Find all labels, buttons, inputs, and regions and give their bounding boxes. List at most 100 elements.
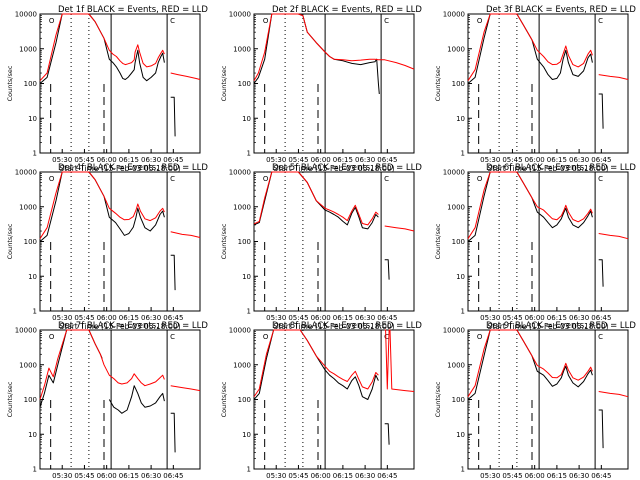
y-tick-label: 1000 (233, 361, 251, 369)
x-tick-label: 06:30 (355, 472, 375, 480)
plot-frame (253, 329, 415, 470)
x-tick-label: 06:00 (97, 472, 117, 480)
x-tick-label: 06:45 (377, 156, 397, 164)
x-tick-label: 05:30 (52, 314, 72, 322)
panel-3: Det 3f BLACK = Events, RED = LLD 1 10 100 10… (434, 5, 636, 173)
series-line-red (384, 329, 415, 392)
y-tick-label: 10000 (15, 11, 37, 19)
series-line-red (253, 13, 415, 81)
panel-title: Det 5f BLACK = Events, RED = LLD (272, 163, 422, 173)
x-axis-label: Start Time (15-Feb-03 05:18:00) (59, 322, 180, 331)
x-tick-label: 05:30 (52, 156, 72, 164)
series-line-black (598, 93, 604, 129)
x-tick-label: 06:15 (333, 314, 353, 322)
series-line-red (39, 171, 165, 239)
series-line-red (467, 13, 593, 81)
series-line-black (170, 254, 176, 291)
y-tick-label: 1 (247, 466, 251, 474)
panel-7: Det 7f BLACK = Events, RED = LLD 1 10 100 10… (6, 321, 208, 480)
y-axis-label: Counts/sec (6, 381, 14, 417)
plot-frame (39, 13, 201, 154)
y-tick-label: 10000 (15, 327, 37, 335)
series-line-red (598, 74, 629, 80)
panel-title: Det 4f BLACK = Events, RED = LLD (58, 163, 208, 173)
panel-4: Det 4f BLACK = Events, RED = LLD 1 10 100 10… (6, 163, 208, 331)
series-line-black (598, 259, 604, 287)
x-tick-label: 06:45 (377, 472, 397, 480)
plot-frame (39, 329, 201, 470)
series-line-red (170, 385, 201, 392)
panel-6: Det 6f BLACK = Events, RED = LLD 1 10 100 10… (434, 163, 636, 331)
x-tick-label: 06:15 (333, 472, 353, 480)
panel-title: Det 6f BLACK = Events, RED = LLD (486, 163, 636, 173)
x-tick-label: 06:00 (525, 156, 545, 164)
y-axis-label: Counts/sec (6, 223, 14, 259)
y-tick-label: 10 (456, 115, 465, 123)
y-tick-label: 1 (461, 150, 465, 158)
y-tick-label: 10000 (15, 169, 37, 177)
x-tick-label: 06:30 (569, 472, 589, 480)
x-tick-label: 06:00 (311, 472, 331, 480)
marker-c: C (384, 333, 389, 341)
x-tick-label: 05:30 (266, 314, 286, 322)
y-axis-label: Counts/sec (220, 381, 228, 417)
x-tick-label: 06:30 (569, 314, 589, 322)
y-tick-label: 100 (238, 80, 251, 88)
x-tick-label: 06:30 (141, 314, 161, 322)
panel-5: Det 5f BLACK = Events, RED = LLD 1 10 100 10… (220, 163, 422, 331)
series-line-red (384, 225, 415, 232)
plot-frame (253, 171, 415, 312)
y-tick-label: 1 (461, 308, 465, 316)
x-tick-label: 06:15 (547, 472, 567, 480)
y-tick-label: 10 (456, 273, 465, 281)
series-line-red (598, 391, 629, 398)
x-tick-label: 05:30 (480, 472, 500, 480)
x-tick-label: 06:30 (355, 156, 375, 164)
x-tick-label: 05:45 (288, 156, 308, 164)
y-tick-label: 1 (33, 150, 37, 158)
marker-o: O (477, 17, 483, 25)
y-tick-label: 1000 (447, 203, 465, 211)
y-axis-label: Counts/sec (6, 65, 14, 101)
marker-c: C (170, 175, 175, 183)
x-tick-label: 05:30 (266, 472, 286, 480)
y-tick-label: 1000 (233, 45, 251, 53)
series-line-black (253, 13, 380, 95)
x-axis-label: Start Time (15-Feb-03 05:18:00) (487, 164, 608, 173)
series-line-red (39, 13, 165, 82)
y-tick-label: 1000 (447, 361, 465, 369)
y-tick-label: 10 (28, 273, 37, 281)
x-tick-label: 06:15 (547, 156, 567, 164)
marker-c: C (598, 333, 603, 341)
x-tick-label: 05:45 (74, 472, 94, 480)
x-tick-label: 06:30 (141, 472, 161, 480)
x-tick-label: 05:45 (74, 314, 94, 322)
x-tick-label: 06:30 (569, 156, 589, 164)
panel-title: Det 3f BLACK = Events, RED = LLD (486, 5, 636, 15)
marker-o: O (49, 333, 55, 341)
x-tick-label: 05:45 (502, 472, 522, 480)
marker-o: O (49, 17, 55, 25)
x-tick-label: 06:45 (591, 156, 611, 164)
y-tick-label: 10000 (443, 169, 465, 177)
series-line-black (598, 409, 604, 449)
x-tick-label: 05:45 (288, 472, 308, 480)
panel-title: Det 7f BLACK = Events, RED = LLD (58, 321, 208, 331)
marker-o: O (49, 175, 55, 183)
y-axis-label: Counts/sec (434, 381, 442, 417)
marker-c: C (384, 175, 389, 183)
y-tick-label: 10 (456, 431, 465, 439)
y-tick-label: 10000 (229, 327, 251, 335)
series-line-black (384, 423, 390, 445)
y-tick-label: 100 (452, 396, 465, 404)
panel-title: Det 1f BLACK = Events, RED = LLD (58, 5, 208, 15)
x-tick-label: 06:00 (311, 156, 331, 164)
panel-title: Det 8f BLACK = Events, RED = LLD (272, 321, 422, 331)
x-tick-label: 06:15 (547, 314, 567, 322)
y-tick-label: 10 (28, 431, 37, 439)
x-tick-label: 05:45 (502, 156, 522, 164)
x-tick-label: 06:45 (163, 472, 183, 480)
x-tick-label: 06:45 (591, 472, 611, 480)
y-tick-label: 100 (24, 238, 37, 246)
y-tick-label: 10 (242, 431, 251, 439)
